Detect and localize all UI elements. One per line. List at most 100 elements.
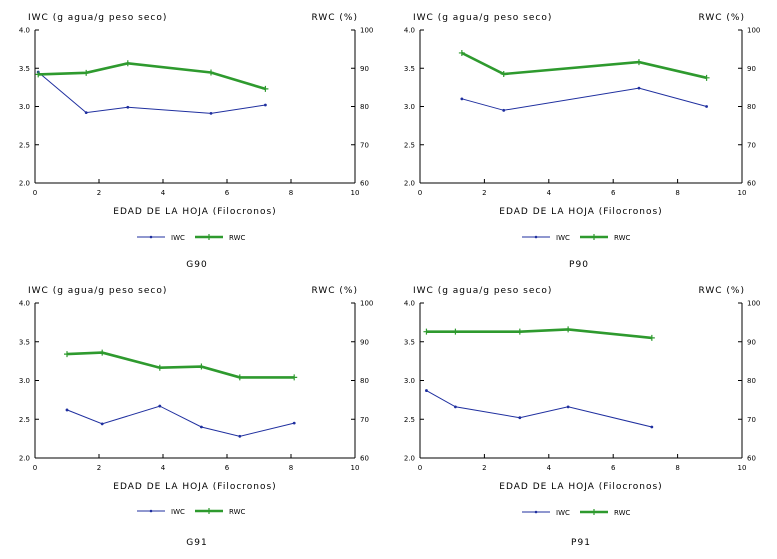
y-tick-label: 3.0	[404, 103, 415, 111]
legend-marker-iwc	[149, 509, 153, 513]
data-point-iwc	[650, 425, 654, 429]
data-point-iwc	[454, 405, 457, 409]
legend-label-iwc: IWC	[171, 234, 185, 242]
legend-label-iwc: IWC	[556, 234, 570, 242]
data-point-rwc	[35, 71, 42, 78]
y-tick-label: 2.0	[19, 455, 30, 463]
y-tick-label: 2.0	[404, 455, 415, 463]
x-tick-label: 8	[675, 189, 679, 197]
x-tick-label: 8	[675, 464, 679, 472]
y-tick-label: 3.0	[19, 103, 30, 111]
x-tick-label: 10	[351, 189, 360, 197]
x-tick-label: 2	[97, 189, 101, 197]
data-point-rwc	[703, 74, 710, 81]
x-tick-label: 4	[547, 189, 552, 197]
data-point-rwc	[458, 49, 465, 56]
y2-tick-label: 70	[360, 416, 369, 424]
x-tick-label: 4	[161, 189, 166, 197]
y-tick-label: 3.5	[19, 65, 30, 73]
chart-title: G91	[186, 538, 207, 548]
chart-panel-p91: IWC (g agua/g peso seco) RWC (%) 2.0 2.5 3.0…	[404, 286, 761, 548]
x-tick-label: 4	[161, 464, 166, 472]
data-point-iwc	[126, 105, 130, 109]
legend-marker-iwc	[534, 510, 538, 514]
y-tick-label: 4.0	[19, 27, 30, 35]
y2-tick-label: 60	[360, 180, 369, 188]
series-line-rwc	[426, 328, 652, 340]
x-tick-label: 2	[97, 464, 101, 472]
data-point-iwc	[200, 425, 203, 429]
y2-tick-label: 80	[360, 103, 369, 111]
data-point-rwc	[83, 69, 90, 76]
y2-tick-label: 70	[747, 416, 756, 424]
data-point-rwc	[565, 326, 572, 333]
y-tick-label: 2.5	[404, 416, 415, 424]
left-axis-label: IWC (g agua/g peso seco)	[28, 286, 167, 296]
x-tick-label: 8	[289, 189, 293, 197]
data-point-rwc	[198, 363, 205, 370]
x-tick-label: 2	[482, 189, 486, 197]
x-tick-label: 10	[351, 464, 360, 472]
x-tick-label: 6	[225, 189, 230, 197]
data-point-iwc	[637, 86, 641, 90]
data-point-iwc	[518, 416, 522, 420]
legend-marker-rwc	[591, 509, 597, 515]
x-tick-label: 6	[611, 189, 616, 197]
data-point-rwc	[516, 328, 523, 335]
data-point-iwc	[84, 111, 88, 115]
data-point-rwc	[156, 364, 163, 371]
data-point-rwc	[423, 328, 430, 335]
legend-label-iwc: IWC	[171, 508, 185, 516]
legend-marker-iwc	[149, 235, 153, 239]
x-tick-label: 10	[738, 464, 747, 472]
legend-marker-rwc	[206, 234, 212, 240]
data-point-iwc	[502, 108, 506, 112]
data-point-rwc	[99, 349, 106, 356]
data-point-iwc	[460, 97, 464, 101]
left-axis-label: IWC (g agua/g peso seco)	[28, 13, 167, 23]
x-tick-label: 0	[33, 464, 37, 472]
series-line-iwc	[426, 390, 652, 428]
y2-tick-label: 80	[360, 377, 369, 385]
series-line-rwc	[66, 351, 295, 379]
data-point-rwc	[236, 374, 243, 381]
y2-tick-label: 60	[747, 180, 756, 188]
data-point-iwc	[566, 405, 570, 409]
y2-tick-label: 70	[360, 141, 369, 149]
data-point-iwc	[65, 408, 69, 412]
x-axis-label: EDAD DE LA HOJA (Filocronos)	[113, 482, 276, 492]
x-tick-label: 0	[418, 189, 422, 197]
legend-marker-rwc	[206, 508, 212, 514]
x-tick-label: 10	[738, 189, 747, 197]
y2-tick-label: 100	[747, 300, 760, 308]
x-tick-label: 6	[611, 464, 616, 472]
y2-tick-label: 60	[747, 455, 756, 463]
legend-label-rwc: RWC	[614, 509, 631, 517]
x-tick-label: 8	[289, 464, 293, 472]
y-tick-label: 2.0	[404, 180, 415, 188]
data-point-rwc	[262, 85, 269, 92]
right-axis-label: RWC (%)	[698, 13, 745, 23]
chart-panel-p90: IWC (g agua/g peso seco) RWC (%) 2.0 2.5 3.0…	[404, 13, 761, 270]
y2-tick-label: 60	[360, 455, 369, 463]
y-tick-label: 2.5	[19, 141, 30, 149]
right-axis-label: RWC (%)	[311, 13, 358, 23]
y-tick-label: 2.5	[19, 416, 30, 424]
y2-tick-label: 100	[360, 27, 373, 35]
chart-title: G90	[186, 260, 207, 270]
y-tick-label: 3.5	[404, 65, 415, 73]
series-line-iwc	[461, 87, 707, 111]
y2-tick-label: 70	[747, 141, 756, 149]
legend-marker-iwc	[534, 235, 538, 239]
data-point-iwc	[425, 389, 428, 392]
series-line-rwc	[38, 61, 266, 91]
data-point-rwc	[635, 59, 642, 66]
data-point-iwc	[238, 434, 242, 438]
legend-label-rwc: RWC	[229, 234, 246, 242]
data-point-rwc	[208, 69, 214, 76]
y-tick-label: 4.0	[404, 27, 415, 35]
data-point-rwc	[64, 351, 70, 358]
chart-panel-g91: IWC (g agua/g peso seco) RWC (%) 2.0 2.5 3.0…	[19, 286, 374, 548]
chart-title: P91	[571, 538, 591, 548]
